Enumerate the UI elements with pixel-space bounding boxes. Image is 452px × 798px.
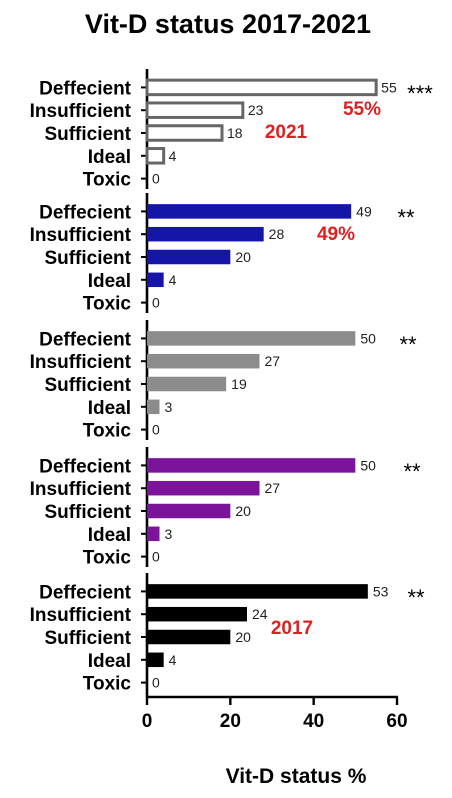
bar (147, 331, 356, 346)
annotation-label: 2021 (265, 122, 308, 143)
panel-3: Deffecient 50 Insufficient 27 Sufficient 19 Id… (30, 320, 417, 442)
bar (147, 480, 260, 496)
bar (147, 584, 368, 599)
data-label: 49 (356, 203, 372, 219)
data-label: 20 (235, 503, 251, 519)
data-label: 28 (269, 226, 285, 242)
bar (147, 399, 160, 415)
panel-4: Deffecient 50 Insufficient 27 Sufficient 20 Id… (30, 447, 421, 569)
category-label: Ideal (88, 271, 131, 292)
bar (145, 101, 245, 119)
category-label: Toxic (83, 548, 132, 569)
chart-panels: Deffecient 55 Insufficient 23 Sufficient 18 Id… (30, 69, 433, 697)
bar (147, 629, 231, 645)
category-label: Insufficient (30, 479, 132, 500)
annotation-label: 49% (317, 224, 355, 245)
bar (145, 124, 224, 142)
category-label: Insufficient (30, 225, 132, 246)
data-label: 3 (165, 526, 173, 542)
data-label: 0 (152, 295, 160, 311)
panel-2: Deffecient 49 Insufficient 28 Sufficient 20 Id… (30, 193, 415, 315)
category-label: Toxic (83, 294, 132, 315)
x-axis: 0 20 40 60 (142, 695, 408, 732)
bar (147, 652, 164, 668)
bar (147, 249, 231, 265)
data-label: 0 (152, 422, 160, 438)
category-label: Sufficient (44, 375, 131, 396)
data-label: 20 (235, 629, 251, 645)
data-label: 55 (381, 79, 397, 95)
data-label: 50 (360, 330, 376, 346)
category-label: Toxic (83, 421, 132, 442)
bar (147, 458, 356, 473)
category-label: Deffecient (39, 329, 132, 350)
bar (147, 226, 264, 242)
x-axis-label: Vit-D status % (226, 765, 367, 788)
significance-marker: ** (403, 459, 421, 484)
category-label: Insufficient (30, 352, 132, 373)
data-label: 27 (265, 353, 281, 369)
x-tick-label: 40 (303, 711, 324, 732)
significance-marker: *** (407, 81, 433, 106)
category-label: Deffecient (39, 202, 132, 223)
data-label: 19 (231, 376, 247, 392)
category-label: Deffecient (39, 456, 132, 477)
bar (147, 503, 231, 519)
category-label: Ideal (88, 147, 131, 168)
bar (147, 272, 164, 288)
bar (145, 147, 166, 165)
category-label: Deffecient (39, 78, 132, 99)
category-label: Insufficient (30, 605, 132, 626)
data-label: 53 (373, 583, 389, 599)
bar (147, 204, 352, 219)
category-label: Toxic (83, 674, 132, 695)
significance-marker: ** (397, 205, 415, 230)
data-label: 4 (169, 272, 177, 288)
category-label: Ideal (88, 651, 131, 672)
category-label: Sufficient (44, 124, 131, 145)
data-label: 50 (360, 457, 376, 473)
significance-marker: ** (399, 332, 417, 357)
significance-marker: ** (407, 585, 425, 610)
category-label: Deffecient (39, 582, 132, 603)
bar (147, 376, 227, 392)
data-label: 27 (265, 480, 281, 496)
panel-1: Deffecient 55 Insufficient 23 Sufficient 18 Id… (30, 69, 433, 191)
data-label: 20 (235, 249, 251, 265)
x-tick-label: 20 (220, 711, 241, 732)
data-label: 4 (169, 652, 177, 668)
data-label: 3 (165, 399, 173, 415)
x-tick-label: 60 (386, 711, 407, 732)
data-label: 4 (169, 148, 177, 164)
category-label: Toxic (83, 170, 132, 191)
bar (147, 526, 160, 542)
annotation-label: 2017 (271, 618, 313, 639)
data-label: 23 (248, 102, 264, 118)
data-label: 18 (227, 125, 243, 141)
annotation-label: 55% (343, 99, 381, 120)
bar (145, 78, 378, 97)
data-label: 24 (252, 606, 268, 622)
bar (147, 606, 247, 622)
chart-title: Vit-D status 2017-2021 (85, 9, 371, 39)
data-label: 0 (152, 549, 160, 565)
data-label: 0 (152, 675, 160, 691)
panel-5: Deffecient 53 Insufficient 24 Sufficient 20 Id… (30, 573, 425, 697)
category-label: Sufficient (44, 502, 131, 523)
x-tick-label: 0 (142, 711, 153, 732)
category-label: Sufficient (44, 248, 131, 269)
data-label: 0 (152, 171, 160, 187)
category-label: Insufficient (30, 101, 132, 122)
category-label: Sufficient (44, 628, 131, 649)
bar (147, 353, 260, 369)
category-label: Ideal (88, 398, 131, 419)
category-label: Ideal (88, 525, 131, 546)
